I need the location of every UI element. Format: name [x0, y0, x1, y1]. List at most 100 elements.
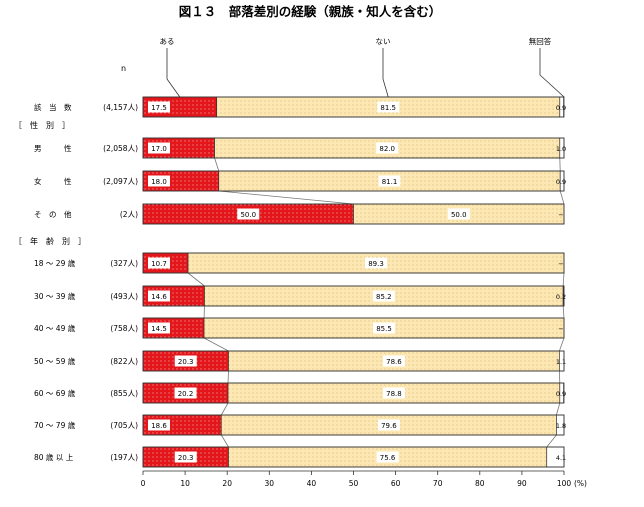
value-label: 17.0: [151, 145, 167, 153]
value-label: 85.2: [376, 293, 392, 301]
row-label: 50 〜 59 歳: [34, 356, 76, 366]
x-tick-label: 30: [265, 479, 275, 488]
row-count: (758人): [110, 324, 138, 333]
row-label: 70 〜 79 歳: [34, 420, 76, 430]
connector-line: [203, 337, 229, 352]
legend-label-mukaito: 無回答: [529, 36, 552, 46]
value-label-bg: [148, 101, 170, 113]
bar-outline: [142, 414, 565, 436]
bar-outline: [142, 252, 565, 274]
bar-outline: [142, 446, 565, 468]
value-label-bg: [237, 208, 260, 220]
value-label-no-answer: −: [558, 211, 563, 219]
value-label: 14.5: [151, 325, 167, 333]
bar-outline: [142, 285, 565, 307]
value-label-no-answer: −: [558, 325, 563, 333]
chart-title: 図１３ 部落差別の経験（親族・知人を含む）: [179, 4, 442, 19]
value-label: 82.0: [379, 145, 395, 153]
value-label-bg: [174, 451, 197, 463]
x-tick-label: 50: [349, 479, 359, 488]
value-label: 50.0: [451, 211, 467, 219]
row-label: そ の 他: [34, 209, 72, 219]
value-label-bg: [376, 451, 399, 463]
bar-outline: [142, 317, 565, 339]
value-label-bg: [148, 257, 170, 269]
value-label-no-answer: 0.9: [556, 178, 566, 186]
value-label-bg: [174, 387, 197, 399]
connector-line: [220, 402, 229, 416]
value-label: 14.6: [151, 293, 167, 301]
value-label: 18.6: [151, 422, 167, 430]
connector-line: [214, 157, 220, 172]
row-count: (493人): [110, 292, 138, 301]
x-axis: 0 10 20 30 40 50 60 70 80 90 100 (%): [141, 470, 587, 488]
bar-outline: [142, 382, 565, 404]
connector-line: [562, 305, 565, 319]
value-label-bg: [365, 257, 388, 269]
value-label-bg: [376, 142, 399, 154]
value-label: 85.5: [376, 325, 392, 333]
value-label: 20.2: [178, 390, 194, 398]
value-label-no-answer: 0.9: [556, 390, 566, 398]
value-label-bg: [382, 387, 405, 399]
value-label-no-answer: −: [558, 260, 563, 268]
value-label: 20.3: [178, 358, 194, 366]
connector-line: [562, 272, 565, 287]
bar-outline: [142, 137, 565, 159]
row-label: 40 〜 49 歳: [34, 323, 76, 333]
connector-line: [220, 434, 229, 448]
value-label: 78.8: [386, 390, 402, 398]
value-label: 18.0: [151, 178, 167, 186]
connector-line: [546, 434, 557, 448]
value-label: 17.5: [151, 104, 167, 112]
legend-label-nai: ない: [376, 37, 391, 46]
value-label-bg: [377, 101, 400, 113]
legend-label-aru: ある: [160, 37, 175, 46]
value-label-no-answer: 4.1: [556, 454, 566, 462]
value-label-bg: [372, 290, 395, 302]
value-label: 89.3: [368, 260, 384, 268]
legend-leader-mukaito: [539, 48, 565, 98]
value-label-bg: [148, 419, 170, 431]
connector-line: [556, 402, 561, 416]
n-marker: n: [121, 64, 126, 73]
connector-line: [218, 190, 354, 205]
connector-line: [559, 190, 565, 205]
value-label: 79.6: [381, 422, 397, 430]
value-label: 75.6: [380, 454, 396, 462]
x-tick-label: 80: [475, 479, 485, 488]
row-label: 該 当 数: [34, 102, 72, 112]
x-tick-label: 20: [222, 479, 232, 488]
value-label-bg: [148, 322, 170, 334]
value-label: 50.0: [240, 211, 256, 219]
x-tick-label: 90: [517, 479, 527, 488]
row-count: (855人): [110, 389, 138, 398]
row-count: (2人): [120, 210, 138, 219]
value-label: 10.7: [151, 260, 167, 268]
x-axis-unit: (%): [574, 479, 587, 488]
x-tick-label: 0: [141, 479, 146, 488]
row-count: (2,097人): [103, 177, 138, 186]
row-count: (705人): [110, 421, 138, 430]
bar-outline: [142, 96, 565, 118]
value-label-no-answer: 0.9: [556, 104, 566, 112]
row-label: 男 性: [34, 143, 72, 153]
row-label: 80 歳 以 上: [34, 452, 74, 462]
value-label-no-answer: 0.2: [556, 293, 566, 301]
value-label-bg: [382, 355, 405, 367]
row-count: (197人): [110, 453, 138, 462]
row-count: (327人): [110, 259, 138, 268]
row-count: (4,157人): [103, 103, 138, 112]
value-label-bg: [148, 175, 170, 187]
x-tick-label: 10: [180, 479, 190, 488]
value-label: 81.5: [380, 104, 396, 112]
value-label: 78.6: [386, 358, 402, 366]
section-label-gender: ［ 性 別 ］: [14, 120, 70, 130]
bar-outline: [142, 203, 565, 225]
row-label: 18 〜 29 歳: [34, 258, 76, 268]
value-label: 81.1: [382, 178, 398, 186]
connector-line: [558, 337, 565, 352]
bar-rows: 該 当 数 (4,157人) 17.5 81.5 0.9 男 性 (2,058人) 17.0 8…: [34, 48, 566, 468]
value-label: 20.3: [178, 454, 194, 462]
